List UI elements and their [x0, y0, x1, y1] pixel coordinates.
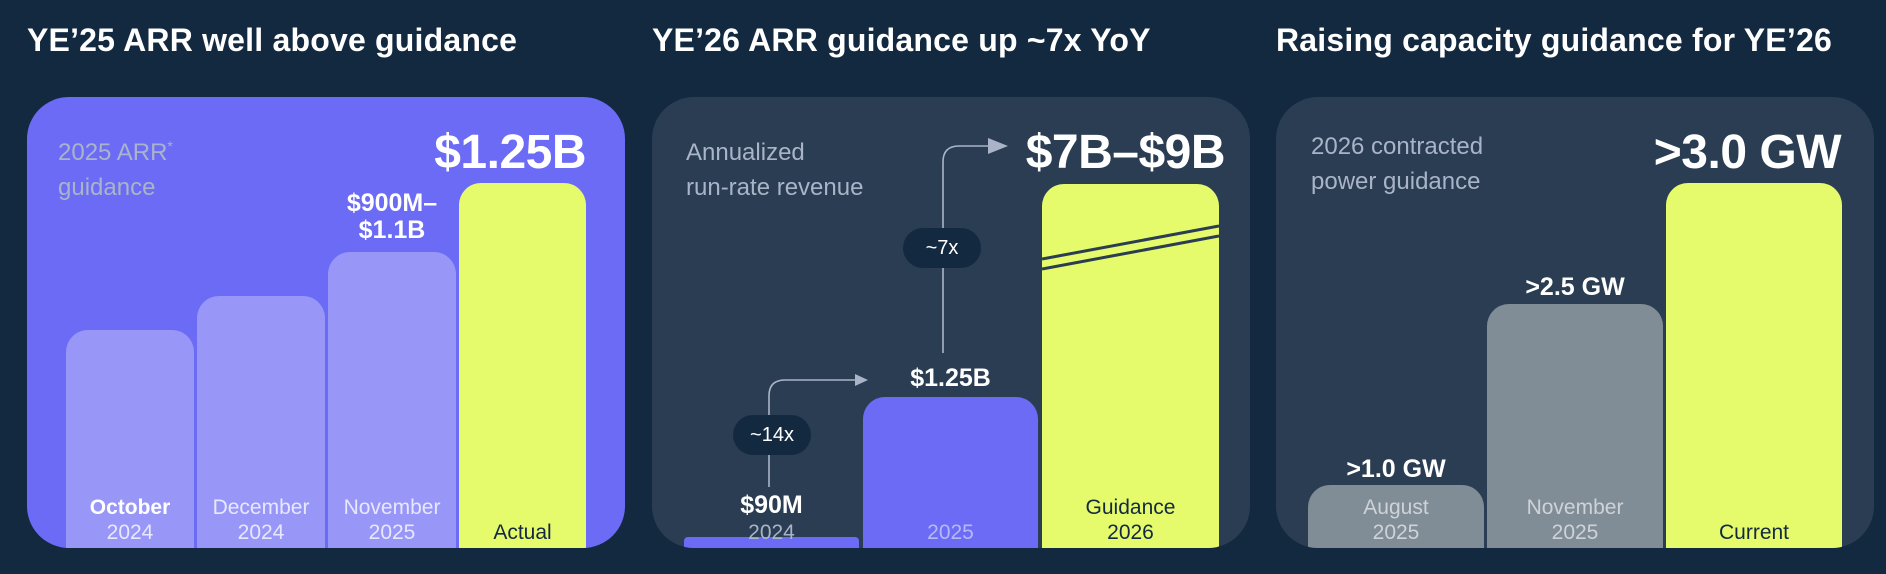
bar-november-2025: November 2025 — [328, 252, 456, 548]
panel-2-card: Annualized run-rate revenue $7B–$9B ~14x… — [652, 97, 1250, 548]
bar-guidance-2026-category: Guidance 2026 — [1042, 495, 1219, 545]
bar-2024 — [684, 537, 859, 548]
panel-1-card: 2025 ARR* guidance $1.25B October 2024 D… — [27, 97, 625, 548]
bar-guidance-2026-label: Guidance — [1085, 496, 1176, 519]
panel-2-caption-line-2: run-rate revenue — [686, 174, 864, 201]
bar-guidance-2026-range-lines — [1042, 224, 1219, 271]
panel-2-caption-line-1: Annualized — [686, 139, 805, 166]
panel-1-headline-value: $1.25B — [434, 126, 586, 179]
bar-2025-value-label: $1.25B — [910, 364, 991, 392]
panel-1-caption: 2025 ARR* guidance — [58, 129, 173, 205]
panel-1-caption-footnote-mark: * — [167, 138, 173, 154]
panel-3-caption: 2026 contracted power guidance — [1311, 129, 1483, 199]
range-line-lower — [1042, 234, 1219, 271]
bar-august-2025: August 2025 — [1308, 485, 1484, 548]
bar-december-2024-year: 2024 — [237, 521, 285, 544]
bar-2025: 2025 — [863, 397, 1038, 548]
multiplier-7x-badge: ~7x — [903, 228, 981, 268]
bar-november-2025-category: November 2025 — [328, 495, 456, 545]
bar-actual-category: Actual — [493, 521, 552, 544]
bar-november-2025-value-line-2: $1.1B — [358, 216, 426, 244]
panel-1-caption-line-1: 2025 ARR — [58, 139, 168, 166]
panel-2-headline-value: $7B–$9B — [1025, 126, 1226, 179]
bar-november-2025-month: November — [343, 496, 441, 519]
bar-november-2025-value-line-1: $900M– — [346, 189, 438, 217]
panel-3-caption-line-2: power guidance — [1311, 168, 1481, 195]
bar-november-2025-capacity-year: 2025 — [1551, 521, 1599, 544]
bar-november-2025-capacity-month: November — [1526, 496, 1624, 519]
bar-december-2024-month: December — [212, 496, 310, 519]
bar-guidance-2026: Guidance 2026 — [1042, 184, 1219, 548]
arrow-2025-to-2026-head — [988, 138, 1008, 154]
bar-october-2024-month: October — [89, 496, 171, 519]
multiplier-14x-badge: ~14x — [733, 415, 811, 455]
bar-august-2025-value-label: >1.0 GW — [1346, 455, 1446, 483]
bar-november-2025-capacity-value-label: >2.5 GW — [1525, 273, 1625, 301]
range-line-upper — [1042, 224, 1219, 261]
bar-current-category: Current — [1718, 521, 1790, 544]
panel-1-caption-line-2: guidance — [58, 174, 156, 201]
bar-august-2025-month: August — [1363, 496, 1429, 519]
panel-1-title: YE’25 ARR well above guidance — [27, 22, 518, 58]
panel-3-caption-line-1: 2026 contracted — [1311, 133, 1484, 160]
bar-november-2025-year: 2025 — [368, 521, 416, 544]
bar-2024-category: 2024 — [748, 521, 795, 544]
bar-december-2024-category: December 2024 — [197, 495, 325, 545]
bar-guidance-2026-year: 2026 — [1107, 521, 1154, 544]
panel-3-title: Raising capacity guidance for YE’26 — [1276, 22, 1832, 58]
bar-october-2024-year: 2024 — [106, 521, 154, 544]
panel-3-card: 2026 contracted power guidance >3.0 GW A… — [1276, 97, 1874, 548]
bar-august-2025-category: August 2025 — [1308, 495, 1484, 545]
bar-november-2025-capacity: November 2025 — [1487, 304, 1663, 548]
bar-october-2024: October 2024 — [66, 330, 194, 548]
panel-2-caption: Annualized run-rate revenue — [686, 135, 863, 205]
bar-2024-value-label: $90M — [740, 491, 803, 519]
bar-october-2024-category: October 2024 — [66, 495, 194, 545]
bar-november-2025-capacity-category: November 2025 — [1487, 495, 1663, 545]
bar-november-2025-value-label: $900M– $1.1B — [328, 190, 456, 244]
panel-2-title: YE’26 ARR guidance up ~7x YoY — [652, 22, 1151, 58]
bar-current: Current — [1666, 183, 1842, 548]
bar-2025-category: 2025 — [927, 521, 974, 544]
bar-august-2025-year: 2025 — [1372, 521, 1420, 544]
bar-actual: Actual — [459, 183, 586, 548]
bar-december-2024: December 2024 — [197, 296, 325, 548]
panel-3-headline-value: >3.0 GW — [1653, 126, 1842, 179]
